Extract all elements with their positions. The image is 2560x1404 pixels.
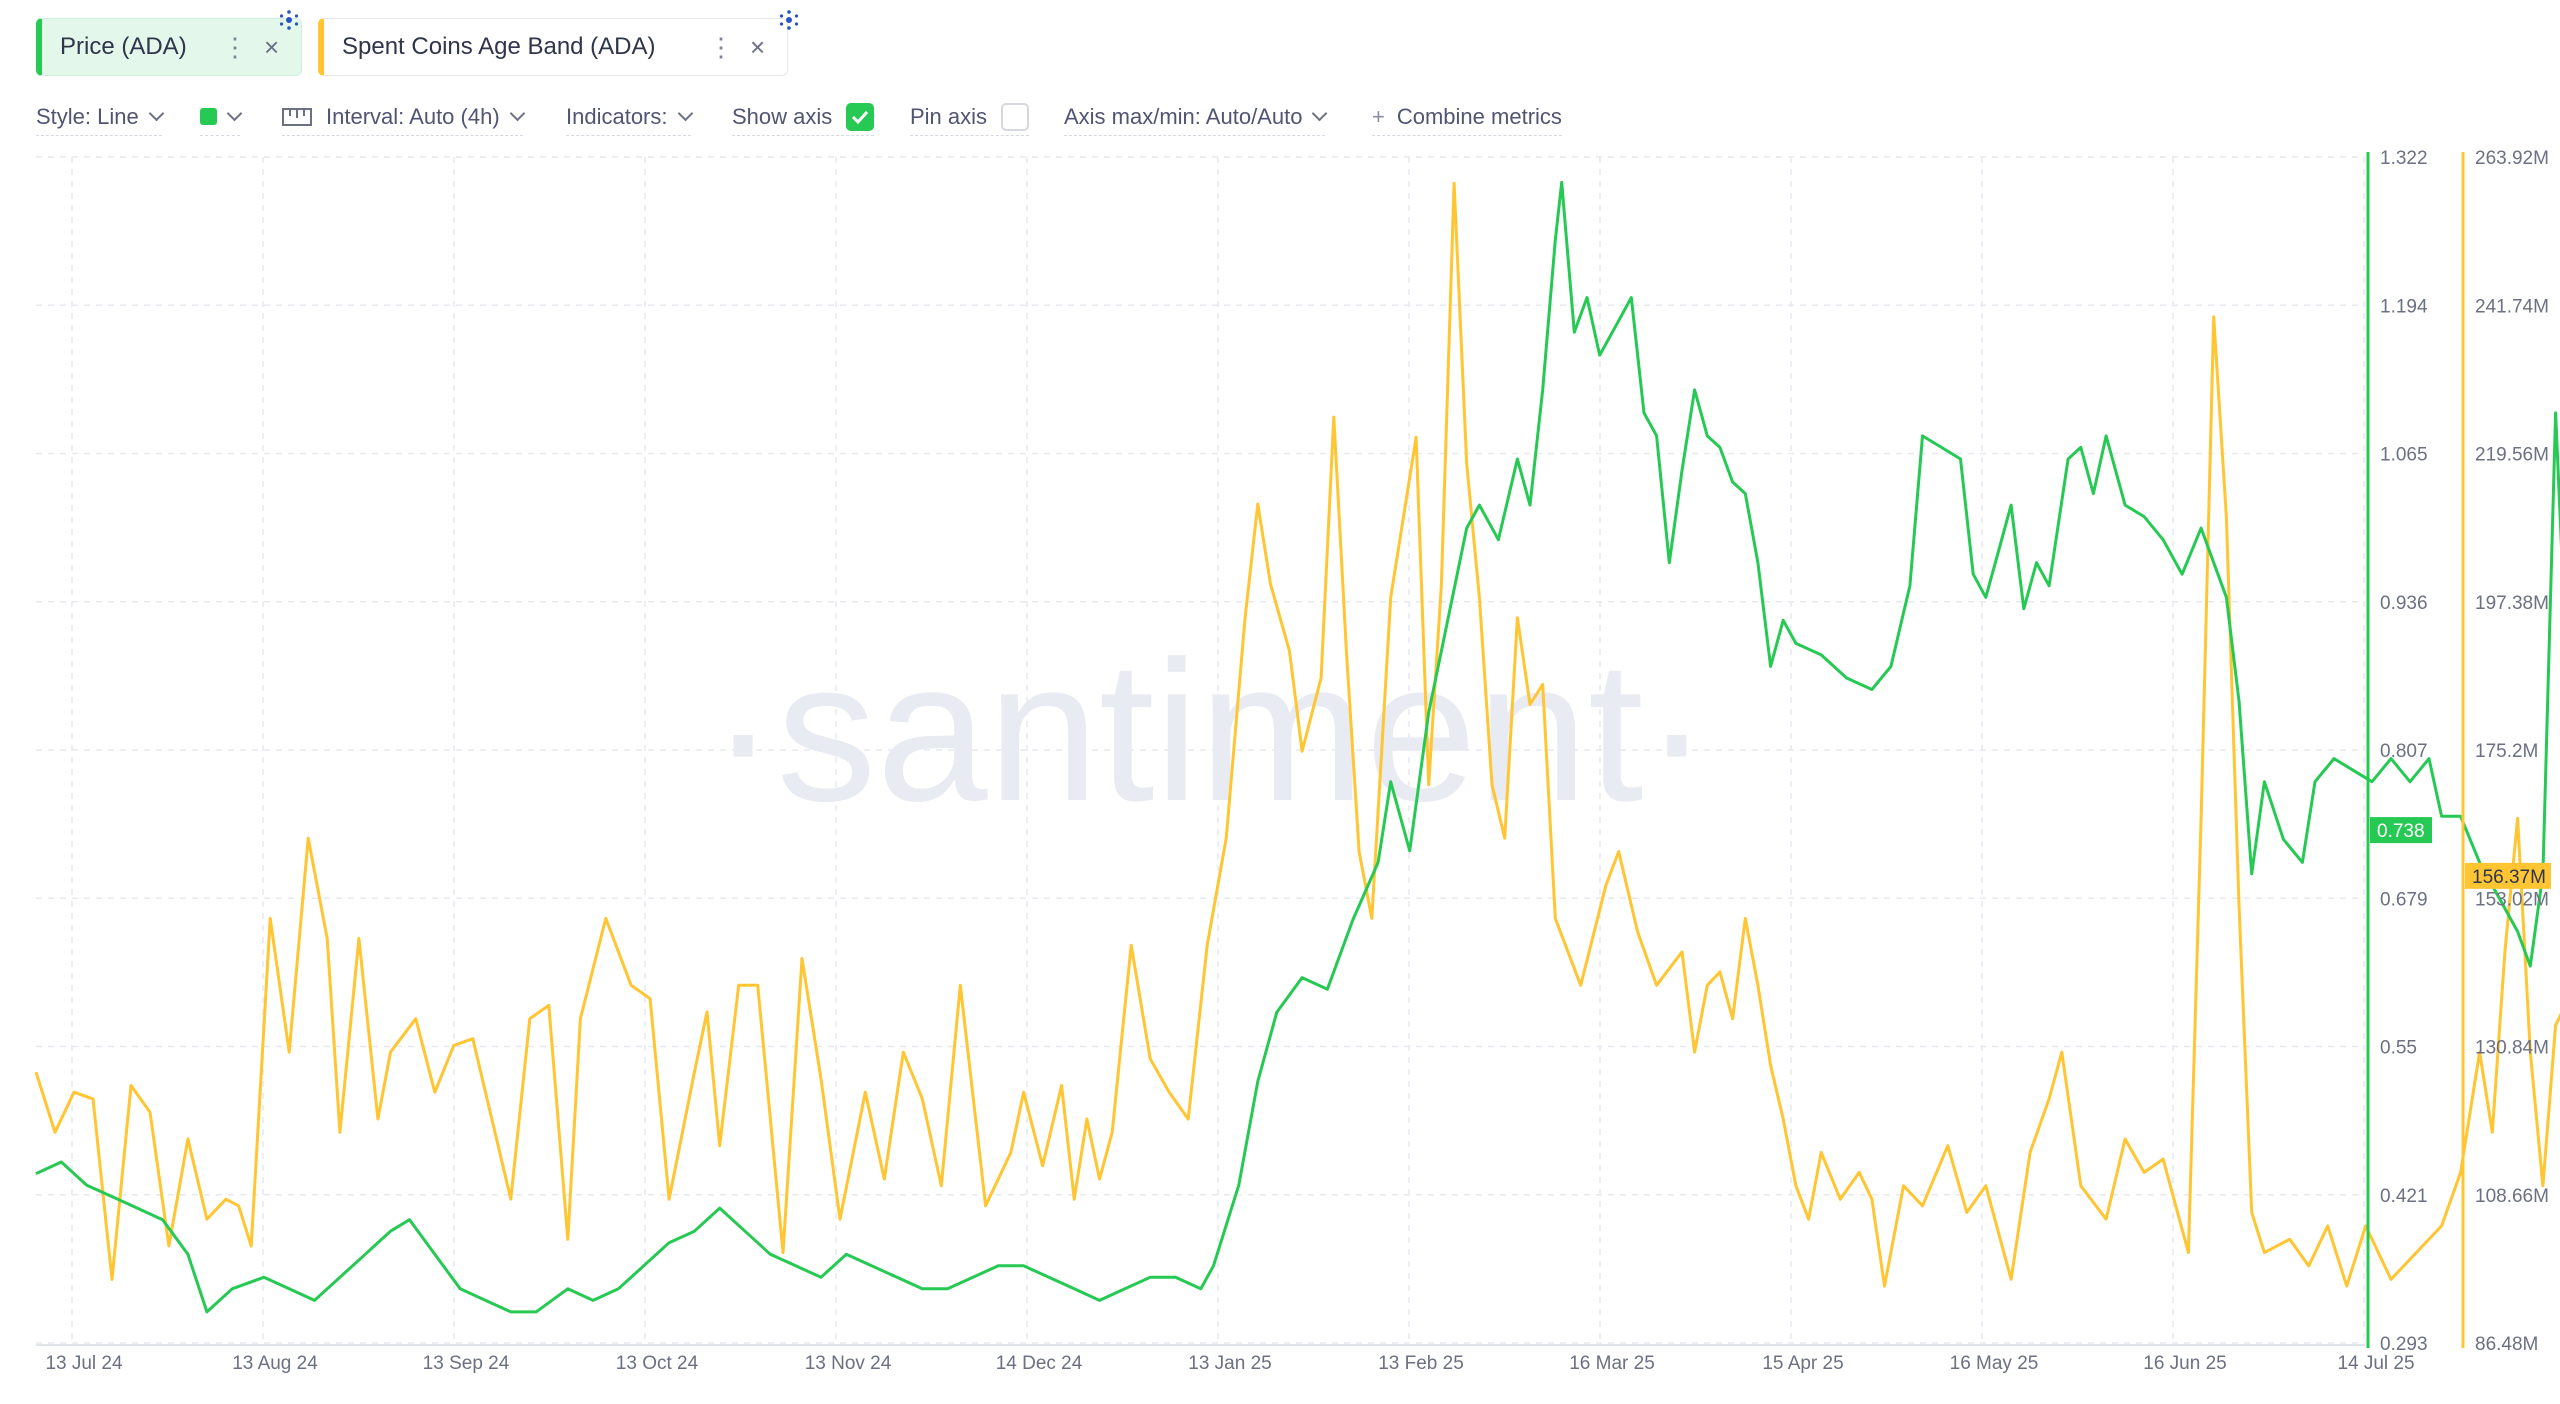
metric-chip-price[interactable]: Price (ADA) ⋮ × xyxy=(36,10,302,76)
y-tick-label: 1.065 xyxy=(2380,445,2428,466)
cardano-icon xyxy=(779,10,799,30)
show-axis-label: Show axis xyxy=(732,103,833,129)
pin-axis-label: Pin axis xyxy=(910,103,988,129)
y-tick-label: 0.679 xyxy=(2380,889,2428,910)
x-tick-label: 16 Jun 25 xyxy=(2143,1353,2226,1374)
x-tick-label: 13 Jul 24 xyxy=(45,1353,123,1374)
y-tick-label: 130.84M xyxy=(2475,1038,2549,1059)
color-swatch xyxy=(200,108,217,125)
y-tick-label: 0.421 xyxy=(2380,1186,2428,1207)
x-tick-label: 15 Apr 25 xyxy=(1762,1353,1843,1374)
indicators-dropdown[interactable]: Indicators: xyxy=(566,98,693,136)
more-options-icon[interactable]: ⋮ xyxy=(222,31,248,62)
combine-metrics-button[interactable]: + Combine metrics xyxy=(1372,98,1562,136)
plus-icon: + xyxy=(1372,103,1385,129)
x-tick-label: 13 Aug 24 xyxy=(232,1353,318,1374)
x-tick-label: 13 Nov 24 xyxy=(805,1353,892,1374)
x-tick-label: 14 Jul 25 xyxy=(2337,1353,2414,1374)
close-icon[interactable]: × xyxy=(750,31,766,62)
indicators-label: Indicators: xyxy=(566,103,668,129)
check-icon xyxy=(852,110,869,124)
pin-axis-checkbox[interactable] xyxy=(1001,102,1030,131)
y-tick-label: 1.194 xyxy=(2380,296,2428,317)
y-tick-label: 0.807 xyxy=(2380,741,2428,762)
ruler-icon xyxy=(282,107,312,126)
pin-axis-toggle[interactable]: Pin axis xyxy=(910,98,1030,136)
color-picker[interactable] xyxy=(200,98,243,136)
metric-chip-spent-coins[interactable]: Spent Coins Age Band (ADA) ⋮ × xyxy=(318,10,799,76)
y-tick-label: 263.92M xyxy=(2475,148,2549,169)
interval-label: Interval: Auto (4h) xyxy=(326,103,500,129)
current-value-label: 0.738 xyxy=(2377,821,2425,842)
x-tick-label: 13 Jan 25 xyxy=(1188,1353,1271,1374)
x-tick-label: 13 Sep 24 xyxy=(423,1353,510,1374)
interval-dropdown[interactable]: Interval: Auto (4h) xyxy=(282,98,525,136)
y-tick-label: 86.48M xyxy=(2475,1334,2538,1355)
y-tick-label: 0.55 xyxy=(2380,1038,2417,1059)
y-tick-label: 0.293 xyxy=(2380,1334,2428,1355)
x-tick-label: 14 Dec 24 xyxy=(996,1353,1083,1374)
axis-maxmin-label: Axis max/min: Auto/Auto xyxy=(1064,103,1303,129)
style-dropdown[interactable]: Style: Line xyxy=(36,98,165,136)
show-axis-toggle[interactable]: Show axis xyxy=(732,98,875,136)
metric-chip-label: Price (ADA) xyxy=(60,33,187,60)
more-options-icon[interactable]: ⋮ xyxy=(708,31,734,62)
y-tick-label: 241.74M xyxy=(2475,296,2549,317)
cardano-icon xyxy=(279,10,299,30)
x-tick-label: 13 Oct 24 xyxy=(616,1353,699,1374)
x-tick-label: 16 May 25 xyxy=(1950,1353,2039,1374)
current-value-label: 156.37M xyxy=(2472,867,2546,888)
x-tick-label: 16 Mar 25 xyxy=(1569,1353,1655,1374)
y-tick-label: 175.2M xyxy=(2475,741,2538,762)
y-tick-label: 153.02M xyxy=(2475,889,2549,910)
y-tick-label: 0.936 xyxy=(2380,593,2428,614)
current-value-badge xyxy=(2370,817,2432,844)
current-value-badge xyxy=(2465,862,2551,889)
show-axis-checkbox[interactable] xyxy=(846,102,875,131)
style-label: Style: Line xyxy=(36,103,139,129)
axis-maxmin-dropdown[interactable]: Axis max/min: Auto/Auto xyxy=(1064,98,1328,136)
santiment-watermark: ·santiment· xyxy=(710,620,1710,843)
price-series-line xyxy=(35,180,2560,1314)
combine-metrics-label: Combine metrics xyxy=(1396,103,1562,129)
y-tick-label: 1.322 xyxy=(2380,148,2428,169)
y-tick-label: 108.66M xyxy=(2475,1186,2549,1207)
close-icon[interactable]: × xyxy=(264,31,280,62)
metric-chip-label: Spent Coins Age Band (ADA) xyxy=(342,33,656,60)
y-tick-label: 197.38M xyxy=(2475,593,2549,614)
x-tick-label: 13 Feb 25 xyxy=(1378,1353,1464,1374)
spent-coins-series-line xyxy=(34,181,2560,1288)
y-tick-label: 219.56M xyxy=(2475,445,2549,466)
